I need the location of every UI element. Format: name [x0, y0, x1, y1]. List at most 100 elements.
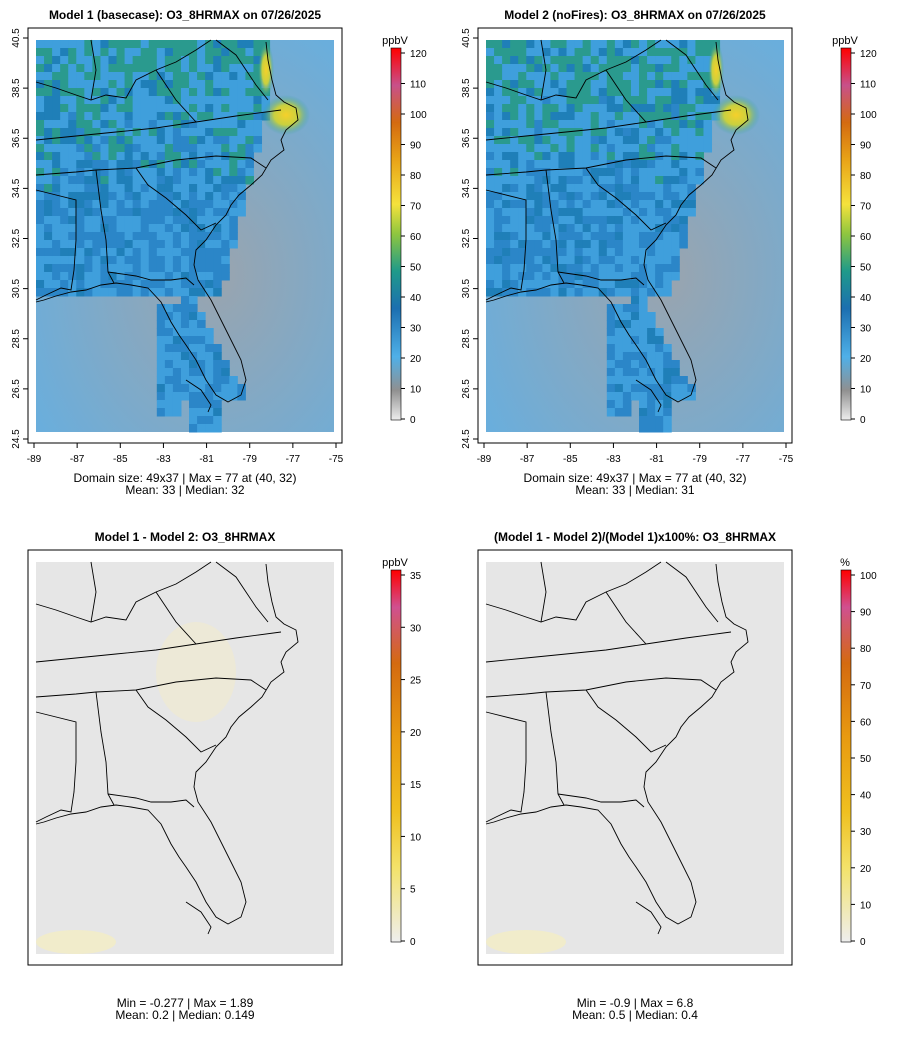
scale-tick-label: 90 — [410, 141, 422, 152]
state-line — [665, 39, 719, 101]
lon-tick-label: -85 — [563, 454, 578, 465]
state-boundaries — [35, 561, 299, 935]
state-line — [665, 561, 719, 623]
stats-line-1: Domain size: 49x37 | Max = 77 at (40, 32… — [524, 471, 747, 485]
ozone-raster-land — [486, 40, 721, 433]
lon-tick-label: -79 — [242, 454, 257, 465]
state-line — [155, 591, 197, 645]
scale-tick-label: 110 — [860, 80, 876, 91]
state-line — [107, 271, 195, 286]
lat-tick-label: 36.5 — [11, 128, 22, 148]
map-panel-2: Model 2 (noFires): O3_8HRMAX on 07/26/20… — [461, 8, 877, 497]
state-line — [545, 169, 565, 284]
scale-tick-label: 10 — [860, 385, 872, 396]
state-line — [35, 189, 77, 301]
difference-patch-gulf — [36, 930, 116, 954]
scale-tick-label: 0 — [410, 415, 416, 426]
scale-tick-label: 50 — [410, 263, 422, 274]
panel-title: Model 2 (noFires): O3_8HRMAX on 07/26/20… — [504, 8, 766, 22]
state-line — [90, 39, 97, 101]
state-line — [35, 39, 212, 101]
state-line — [605, 69, 647, 123]
map-panel-3: Model 1 - Model 2: O3_8HRMAX Min = -0.277… — [27, 530, 422, 1022]
scale-tick-label: 0 — [860, 415, 866, 426]
state-line — [35, 711, 77, 823]
panel-title: Model 1 (basecase): O3_8HRMAX on 07/26/2… — [49, 8, 321, 22]
scale-tick-label: 90 — [860, 608, 872, 619]
state-line — [485, 677, 717, 698]
lon-tick-label: -81 — [199, 454, 214, 465]
state-line — [485, 711, 527, 823]
state-line — [635, 901, 662, 935]
scale-tick-label: 20 — [410, 728, 422, 739]
state-line — [35, 677, 267, 698]
lat-tick-label: 36.5 — [461, 128, 472, 148]
coastline — [485, 41, 749, 403]
lat-tick-label: 38.5 — [11, 78, 22, 98]
scale-tick-label: 40 — [860, 293, 872, 304]
state-line — [585, 689, 667, 753]
lon-tick-label: -83 — [156, 454, 171, 465]
scale-tick-label: 20 — [860, 354, 872, 365]
lat-tick-label: 34.5 — [461, 178, 472, 198]
stats-line-2: Mean: 33 | Median: 32 — [125, 483, 245, 497]
state-boundaries — [485, 39, 749, 413]
lon-tick-label: -89 — [477, 454, 492, 465]
scale-tick-label: 30 — [410, 324, 422, 335]
difference-patch-carolinas — [156, 622, 236, 722]
state-line — [545, 691, 565, 806]
state-line — [485, 631, 732, 663]
stats-line-2: Mean: 0.5 | Median: 0.4 — [572, 1008, 698, 1022]
lon-tick-label: -81 — [649, 454, 664, 465]
scale-tick-label: 40 — [410, 293, 422, 304]
map-panel-1: Model 1 (basecase): O3_8HRMAX on 07/26/2… — [11, 8, 427, 497]
scale-tick-label: 100 — [410, 110, 427, 121]
lon-tick-label: -87 — [520, 454, 535, 465]
scale-tick-label: 80 — [410, 171, 422, 182]
state-line — [35, 631, 282, 663]
coastline — [35, 41, 299, 403]
scale-tick-label: 90 — [860, 141, 872, 152]
lat-tick-label: 26.5 — [461, 379, 472, 399]
scale-unit-label: ppbV — [382, 35, 408, 47]
scale-tick-label: 10 — [410, 832, 422, 843]
lon-tick-label: -85 — [113, 454, 128, 465]
state-line — [185, 901, 212, 935]
lon-tick-label: -77 — [736, 454, 751, 465]
lat-tick-label: 24.5 — [11, 429, 22, 449]
state-line — [215, 39, 269, 101]
state-line — [485, 155, 717, 176]
scale-tick-label: 110 — [410, 80, 426, 91]
lat-tick-label: 32.5 — [11, 228, 22, 248]
state-line — [485, 109, 732, 141]
scale-tick-label: 70 — [860, 202, 872, 213]
ozone-hotspot-nc — [712, 95, 760, 135]
scale-tick-label: 0 — [410, 937, 416, 948]
scale-tick-label: 35 — [410, 571, 422, 582]
lat-tick-label: 28.5 — [461, 329, 472, 349]
panel-title: Model 1 - Model 2: O3_8HRMAX — [95, 530, 276, 544]
state-line — [485, 39, 662, 101]
stats-line-2: Mean: 0.2 | Median: 0.149 — [115, 1008, 255, 1022]
lat-tick-label: 38.5 — [461, 78, 472, 98]
state-line — [605, 591, 647, 645]
state-line — [485, 189, 527, 301]
scale-tick-label: 100 — [860, 110, 877, 121]
lon-tick-label: -75 — [329, 454, 344, 465]
color-scale-bar — [840, 47, 852, 421]
scale-tick-label: 30 — [860, 324, 872, 335]
stats-line-1: Min = -0.9 | Max = 6.8 — [577, 996, 694, 1010]
difference-raster — [36, 562, 334, 954]
state-line — [95, 691, 115, 806]
panel-title: (Model 1 - Model 2)/(Model 1)x100%: O3_8… — [494, 530, 776, 544]
state-line — [540, 561, 547, 623]
ozone-hotspot-nc — [262, 95, 310, 135]
scale-tick-label: 60 — [860, 232, 872, 243]
lat-tick-label: 34.5 — [11, 178, 22, 198]
state-line — [35, 561, 212, 623]
scale-tick-label: 80 — [860, 644, 872, 655]
state-line — [557, 271, 645, 286]
ozone-hotspot-chesapeake — [258, 42, 274, 98]
color-scale-bar — [390, 47, 402, 421]
